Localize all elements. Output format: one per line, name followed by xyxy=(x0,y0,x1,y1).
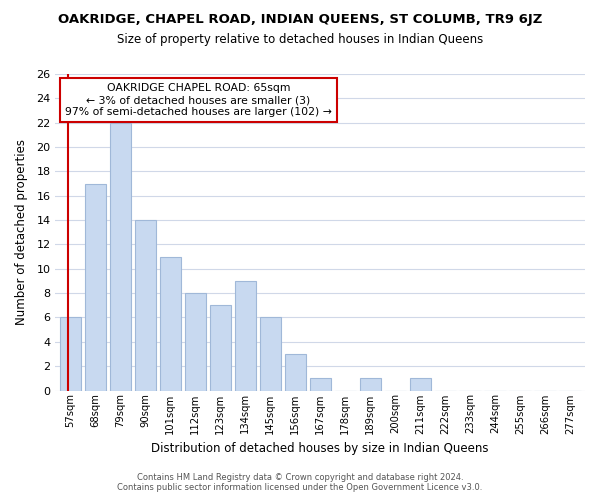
Text: Size of property relative to detached houses in Indian Queens: Size of property relative to detached ho… xyxy=(117,32,483,46)
Bar xyxy=(235,281,256,390)
Bar xyxy=(260,318,281,390)
Bar xyxy=(209,306,231,390)
Bar xyxy=(185,293,206,390)
Bar xyxy=(310,378,331,390)
Y-axis label: Number of detached properties: Number of detached properties xyxy=(15,140,28,326)
Bar xyxy=(60,318,81,390)
Bar xyxy=(410,378,431,390)
Bar xyxy=(359,378,381,390)
Bar xyxy=(85,184,106,390)
Bar xyxy=(135,220,156,390)
Bar xyxy=(110,122,131,390)
Bar xyxy=(284,354,306,391)
X-axis label: Distribution of detached houses by size in Indian Queens: Distribution of detached houses by size … xyxy=(151,442,489,455)
Bar xyxy=(160,256,181,390)
Text: Contains HM Land Registry data © Crown copyright and database right 2024.
Contai: Contains HM Land Registry data © Crown c… xyxy=(118,473,482,492)
Text: OAKRIDGE CHAPEL ROAD: 65sqm
← 3% of detached houses are smaller (3)
97% of semi-: OAKRIDGE CHAPEL ROAD: 65sqm ← 3% of deta… xyxy=(65,84,332,116)
Text: OAKRIDGE, CHAPEL ROAD, INDIAN QUEENS, ST COLUMB, TR9 6JZ: OAKRIDGE, CHAPEL ROAD, INDIAN QUEENS, ST… xyxy=(58,12,542,26)
